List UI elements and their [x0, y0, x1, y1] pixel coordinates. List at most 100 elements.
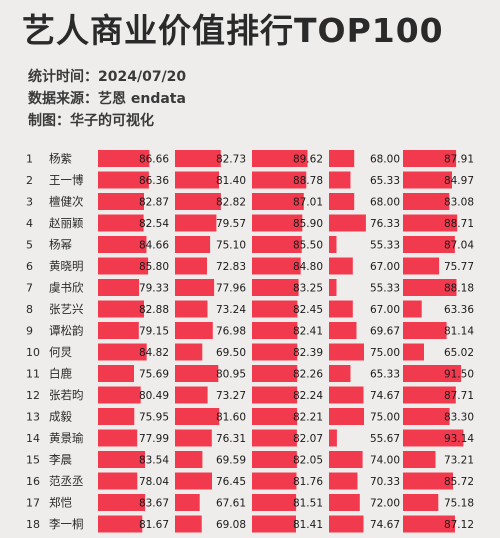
rank-label: 11 — [26, 368, 40, 381]
bar-value-label: 80.95 — [216, 369, 246, 381]
bar — [98, 322, 139, 339]
artist-name-label: 李晨 — [49, 453, 72, 467]
artist-name-label: 王一博 — [49, 173, 84, 187]
bar — [98, 451, 145, 468]
rank-label: 14 — [26, 432, 40, 445]
bar-value-label: 75.18 — [444, 498, 474, 510]
artist-name-label: 何炅 — [49, 345, 72, 359]
bar-value-label: 70.33 — [370, 476, 400, 488]
rank-label: 10 — [26, 346, 40, 359]
bar — [175, 322, 213, 339]
bar — [329, 429, 337, 447]
rank-label: 4 — [26, 217, 33, 230]
bar-value-label: 68.00 — [370, 154, 400, 166]
bar-value-label: 75.00 — [370, 412, 400, 424]
bar — [329, 300, 353, 318]
bar-value-label: 81.60 — [216, 412, 246, 424]
bar — [252, 236, 302, 253]
bar — [252, 150, 308, 167]
bar — [403, 214, 458, 232]
bar-value-label: 55.33 — [370, 240, 400, 252]
bar — [252, 343, 298, 361]
artist-name-label: 成毅 — [49, 410, 72, 424]
bar — [175, 472, 212, 490]
bar — [329, 494, 360, 511]
bar — [98, 236, 147, 253]
artist-name-label: 白鹿 — [49, 367, 72, 381]
bar — [98, 171, 149, 189]
bar — [329, 451, 363, 468]
bar — [329, 408, 364, 425]
bar — [175, 451, 203, 468]
bar-value-label: 67.00 — [370, 304, 400, 316]
bar-value-label: 73.21 — [444, 455, 474, 467]
rank-label: 7 — [26, 282, 33, 295]
artist-name-label: 杨紫 — [49, 152, 72, 166]
bar-value-label: 84.82 — [139, 347, 169, 359]
rank-label: 2 — [26, 174, 33, 187]
bar-value-label: 74.67 — [370, 390, 400, 402]
bar-value-label: 75.69 — [139, 369, 169, 381]
bar — [403, 300, 422, 318]
rank-label: 3 — [26, 196, 33, 209]
bar — [329, 386, 364, 404]
bar — [403, 150, 457, 167]
bar-value-label: 72.83 — [216, 261, 246, 273]
bar-value-label: 73.27 — [216, 390, 246, 402]
bar — [329, 365, 351, 382]
bar — [252, 279, 299, 296]
bar — [98, 365, 134, 382]
artist-name-label: 黄晓明 — [49, 259, 84, 273]
bar-value-label: 69.59 — [216, 455, 246, 467]
bar-value-label: 80.49 — [139, 390, 169, 402]
bar — [329, 171, 351, 189]
bar-value-label: 74.67 — [370, 519, 400, 531]
bar — [403, 343, 424, 361]
bar-value-label: 83.67 — [139, 498, 169, 510]
bar-value-label: 73.24 — [216, 304, 246, 316]
bar-value-label: 88.78 — [293, 175, 323, 187]
bar — [329, 279, 337, 296]
bar — [329, 472, 358, 490]
bar — [252, 515, 296, 533]
bar — [98, 150, 150, 167]
bar — [403, 279, 457, 296]
artist-name-label: 杨幂 — [49, 238, 72, 252]
bar — [98, 343, 147, 361]
bar-value-label: 84.66 — [139, 240, 169, 252]
bar-value-label: 87.71 — [444, 390, 474, 402]
bar — [403, 171, 452, 189]
bar-value-label: 63.36 — [444, 304, 474, 316]
bar — [175, 150, 221, 167]
bar-value-label: 82.07 — [293, 433, 323, 445]
artist-name-label: 郑恺 — [49, 496, 72, 510]
bar — [252, 429, 297, 447]
artist-name-label: 虞书欣 — [49, 281, 84, 295]
artist-name-label: 谭松韵 — [49, 324, 84, 338]
rank-label: 17 — [26, 497, 40, 510]
bar-value-label: 82.45 — [293, 304, 323, 316]
bar — [175, 365, 219, 382]
bar-value-label: 87.04 — [444, 240, 474, 252]
data-source-label: 数据来源：艺恩 endata — [28, 91, 186, 107]
bar — [175, 171, 219, 189]
bar-value-label: 87.91 — [444, 154, 474, 166]
artist-name-label: 张艺兴 — [49, 302, 84, 316]
bar — [175, 429, 212, 447]
bar — [98, 515, 143, 533]
bar — [252, 451, 297, 468]
bar — [175, 494, 200, 511]
bar-value-label: 55.33 — [370, 283, 400, 295]
bar-value-label: 81.51 — [293, 498, 323, 510]
bar-value-label: 76.45 — [216, 476, 246, 488]
bar — [98, 386, 141, 404]
bar — [252, 257, 301, 275]
bar — [329, 150, 355, 167]
bar — [98, 300, 144, 318]
bar — [252, 386, 298, 404]
bar-value-label: 82.26 — [293, 369, 323, 381]
bar-value-label: 83.08 — [444, 197, 474, 209]
bar — [252, 171, 307, 189]
bar — [403, 451, 436, 468]
